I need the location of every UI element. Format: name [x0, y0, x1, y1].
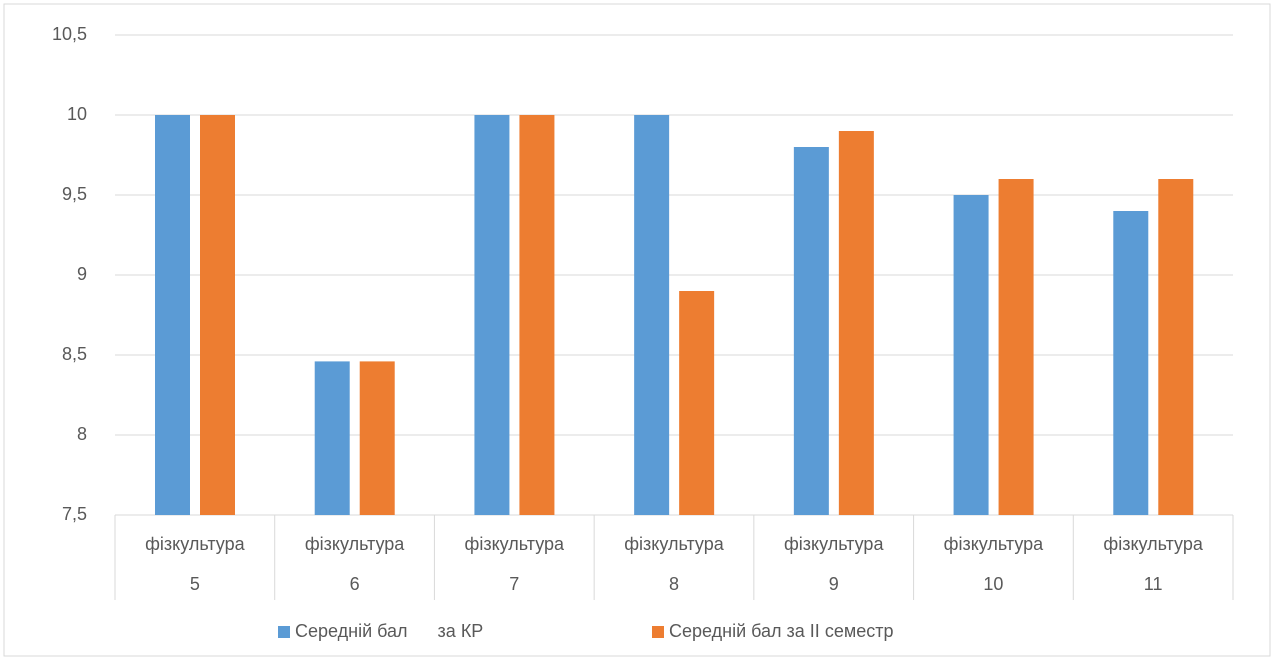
- x-tick-label: фізкультура: [784, 534, 884, 554]
- x-tick-sublabel: 7: [509, 574, 519, 594]
- legend-swatch: [278, 626, 290, 638]
- x-tick-label: фізкультура: [1103, 534, 1203, 554]
- bar: [519, 115, 555, 515]
- x-tick-label: фізкультура: [145, 534, 245, 554]
- bar: [1113, 211, 1149, 515]
- x-tick-sublabel: 8: [669, 574, 679, 594]
- bar: [998, 179, 1034, 515]
- legend-label: Середній бал за ІІ семестр: [669, 621, 893, 641]
- bar: [679, 291, 715, 515]
- y-tick-label: 8,5: [62, 344, 87, 364]
- legend-label: Середній бал за КР: [295, 621, 483, 641]
- bar: [793, 147, 829, 515]
- x-tick-label: фізкультура: [305, 534, 405, 554]
- bar: [953, 195, 989, 515]
- y-tick-label: 9,5: [62, 184, 87, 204]
- bar: [474, 115, 510, 515]
- bar: [1158, 179, 1194, 515]
- y-tick-label: 10: [67, 104, 87, 124]
- bar: [359, 361, 395, 515]
- x-tick-label: фізкультура: [624, 534, 724, 554]
- x-tick-label: фізкультура: [944, 534, 1044, 554]
- y-tick-label: 9: [77, 264, 87, 284]
- bar: [200, 115, 235, 515]
- legend-swatch: [652, 626, 664, 638]
- x-tick-sublabel: 6: [350, 574, 360, 594]
- bar: [634, 115, 670, 515]
- y-tick-label: 8: [77, 424, 87, 444]
- bar: [314, 361, 350, 515]
- bar: [838, 131, 874, 515]
- x-tick-sublabel: 9: [829, 574, 839, 594]
- y-tick-label: 10,5: [52, 24, 87, 44]
- x-tick-sublabel: 10: [983, 574, 1003, 594]
- x-tick-sublabel: 5: [190, 574, 200, 594]
- x-tick-label: фізкультура: [465, 534, 565, 554]
- bar: [155, 115, 190, 515]
- x-tick-sublabel: 11: [1144, 574, 1163, 594]
- y-tick-label: 7,5: [62, 504, 87, 524]
